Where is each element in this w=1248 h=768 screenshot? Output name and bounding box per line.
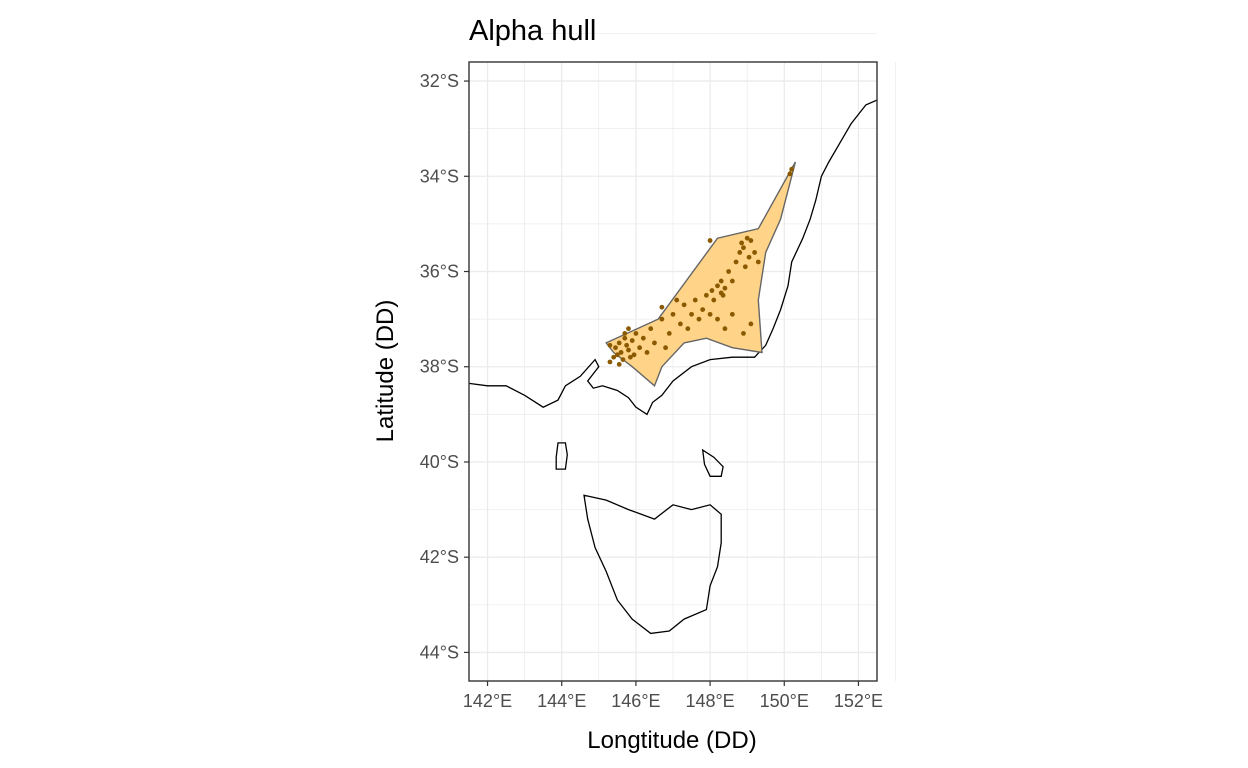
island-outline [583,494,722,635]
data-point [620,357,626,362]
x-tick-label: 144°E [537,691,586,711]
island-outline [555,442,568,470]
data-point [703,292,709,298]
coastline-layer [469,99,877,635]
data-point [742,264,748,270]
data-point [729,278,735,284]
data-point [629,338,635,343]
data-point [746,254,752,260]
data-point [715,316,720,322]
y-tick-label: 34°S [420,166,459,186]
data-point [744,235,750,241]
data-point [616,361,622,367]
gridlines [469,33,896,681]
data-point [663,345,668,351]
data-point [741,245,746,251]
data-point [718,290,724,296]
data-point [631,352,637,358]
data-point [739,240,745,246]
data-point [711,297,717,303]
data-point [616,340,622,346]
data-point [607,359,613,365]
data-point [681,302,687,308]
data-point [637,345,643,351]
data-point [692,297,698,303]
mainland-coastline [469,99,877,416]
data-point [633,331,639,336]
data-point [707,238,713,243]
data-point [659,304,665,310]
y-axis: 32°S 34°S 36°S 38°S 40°S 42°S 44°S [420,71,469,662]
data-point [627,354,633,360]
data-point [718,278,724,284]
alpha-hull-polygon [605,161,797,387]
data-point [618,350,624,355]
data-point [640,335,646,341]
x-tick-label: 152°E [834,691,883,711]
data-point [748,238,754,243]
y-tick-label: 36°S [420,262,459,282]
alpha-hull-layer [605,161,797,387]
data-point [624,342,630,348]
data-point [622,331,628,336]
data-point [644,350,650,355]
data-point [722,285,728,291]
x-tick-label: 142°E [463,691,512,711]
data-point [715,283,720,289]
y-axis-title: Latitude (DD) [372,300,399,443]
data-point [752,250,757,255]
island-outline [701,448,724,477]
data-point [696,316,702,322]
data-point [626,326,631,332]
y-tick-label: 44°S [420,642,459,662]
data-point [689,311,694,317]
data-point [614,352,620,358]
x-axis: 142°E 144°E 146°E 148°E 150°E 152°E [463,681,883,711]
data-point [741,331,746,336]
data-point [611,354,617,360]
y-tick-label: 32°S [420,71,459,91]
data-point [674,297,680,303]
data-point [733,259,739,265]
data-point [737,250,743,255]
data-point [729,311,735,317]
x-axis-title: Longtitude (DD) [587,727,756,754]
occurrence-points [607,166,795,367]
data-point [726,269,732,274]
x-tick-label: 150°E [760,691,809,711]
data-point [622,335,628,341]
y-tick-label: 40°S [420,452,459,472]
data-point [659,316,665,322]
data-point [789,166,795,172]
data-point [685,326,691,332]
panel-border [468,61,878,682]
data-point [652,340,657,346]
data-point [722,326,728,332]
data-point [748,321,754,327]
data-point [707,311,713,317]
data-point [648,326,654,332]
data-point [787,171,793,177]
y-tick-label: 38°S [420,357,459,377]
data-point [626,347,631,353]
data-point [678,321,683,327]
x-tick-label: 146°E [611,691,660,711]
data-point [607,342,613,348]
data-point [755,259,761,265]
data-point [613,345,618,351]
data-point [700,307,706,312]
data-point [709,288,715,293]
chart-title: Alpha hull [469,15,596,47]
data-point [670,311,676,317]
x-tick-label: 148°E [685,691,734,711]
y-tick-label: 42°S [420,547,459,567]
data-point [666,331,672,336]
